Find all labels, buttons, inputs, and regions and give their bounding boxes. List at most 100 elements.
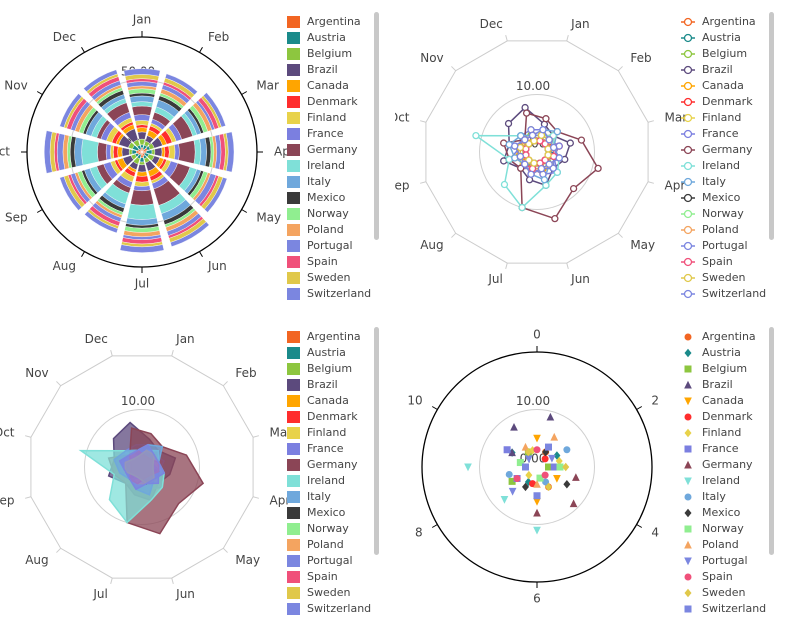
scrollbar[interactable] bbox=[374, 327, 379, 555]
legend-label: Spain bbox=[702, 255, 733, 268]
legend-marker bbox=[287, 272, 300, 284]
bar-segment bbox=[134, 120, 150, 126]
legend-item: Germany bbox=[684, 458, 753, 471]
legend-item: Portugal bbox=[684, 554, 748, 567]
bar-segment bbox=[164, 73, 198, 96]
legend-label: Canada bbox=[307, 79, 349, 92]
angle-tick-label: Jan bbox=[132, 13, 152, 27]
angle-tick-label: Dec bbox=[85, 332, 108, 346]
legend-item: Spain bbox=[287, 255, 338, 268]
scrollbar[interactable] bbox=[374, 12, 379, 240]
marker bbox=[541, 471, 549, 479]
bar-segment bbox=[174, 143, 180, 161]
legend-item: Denmark bbox=[287, 95, 358, 108]
angle-tick-label: Jul bbox=[487, 272, 502, 286]
marker bbox=[533, 526, 541, 535]
bar-segment bbox=[137, 131, 147, 140]
angle-tick-label: Sep bbox=[0, 494, 14, 508]
angle-tick bbox=[419, 181, 427, 184]
marker bbox=[508, 487, 517, 496]
scrollbar[interactable] bbox=[769, 12, 774, 240]
legend-item: Portugal bbox=[681, 239, 748, 252]
legend-label: Belgium bbox=[702, 362, 747, 375]
marker bbox=[563, 446, 571, 454]
legend-marker bbox=[287, 571, 300, 583]
polar-chart: JanFebMarAprMayJunJulAugSepOctNovDec0.00… bbox=[0, 327, 379, 615]
angle-tick bbox=[36, 91, 43, 95]
angle-tick-label: 2 bbox=[651, 394, 659, 408]
bar-segment bbox=[154, 147, 163, 157]
angle-tick bbox=[36, 209, 43, 213]
legend-marker bbox=[287, 475, 300, 487]
legend-label: Sweden bbox=[307, 586, 350, 599]
angle-axis bbox=[421, 351, 653, 583]
legend-item: Brazil bbox=[287, 63, 338, 76]
legend-label: Brazil bbox=[307, 378, 338, 391]
marker bbox=[546, 412, 555, 421]
legend-item: France bbox=[287, 442, 344, 455]
legend-label: Canada bbox=[702, 79, 744, 92]
legend-item: Ireland bbox=[287, 159, 345, 172]
legend-marker bbox=[287, 395, 300, 407]
legend-marker bbox=[683, 113, 693, 123]
legend-marker bbox=[287, 331, 300, 343]
bar-segment bbox=[178, 140, 196, 164]
legend-marker bbox=[287, 587, 300, 599]
angle-tick bbox=[56, 547, 62, 553]
scrollbar[interactable] bbox=[769, 327, 774, 555]
legend-label: Denmark bbox=[307, 410, 358, 423]
legend-item: Finland bbox=[681, 111, 741, 124]
legend-item: France bbox=[681, 127, 739, 140]
angle-tick bbox=[431, 524, 438, 528]
point bbox=[577, 136, 586, 144]
legend-marker bbox=[287, 192, 300, 204]
legend-marker bbox=[683, 241, 693, 251]
legend-label: Portugal bbox=[702, 554, 748, 567]
angle-tick bbox=[451, 232, 457, 238]
bar-segment bbox=[84, 210, 119, 234]
legend-label: Ireland bbox=[307, 474, 345, 487]
bar-segment bbox=[204, 177, 228, 213]
angle-tick-label: 0 bbox=[533, 328, 541, 342]
angle-tick-label: Nov bbox=[25, 366, 48, 380]
legend-label: Brazil bbox=[702, 378, 733, 391]
marker bbox=[521, 442, 530, 451]
marker bbox=[505, 470, 513, 478]
angle-tick bbox=[636, 524, 643, 528]
legend-item: Norway bbox=[684, 522, 744, 535]
marker bbox=[508, 477, 516, 485]
bar-segment bbox=[59, 176, 82, 211]
legend-label: Italy bbox=[702, 175, 726, 188]
legend-item: Spain bbox=[684, 570, 733, 583]
legend-label: Norway bbox=[307, 207, 349, 220]
legend-item: Spain bbox=[287, 570, 338, 583]
legend-item: Sweden bbox=[287, 271, 350, 284]
angle-tick-label: 4 bbox=[651, 526, 659, 540]
legend-label: Germany bbox=[702, 458, 753, 471]
marker bbox=[536, 474, 544, 482]
marker bbox=[545, 482, 552, 492]
angle-tick-label: Feb bbox=[208, 30, 229, 44]
legend-marker bbox=[287, 48, 300, 60]
bar-segment bbox=[225, 131, 235, 173]
legend-label: Germany bbox=[307, 143, 358, 156]
legend-marker bbox=[683, 177, 693, 187]
angle-tick bbox=[505, 34, 508, 42]
bar-segment bbox=[81, 138, 99, 166]
legend-item: Austria bbox=[287, 31, 346, 44]
legend-label: France bbox=[702, 127, 739, 140]
angle-tick-label: 6 bbox=[533, 592, 541, 606]
legend-marker bbox=[287, 411, 300, 423]
marker bbox=[684, 348, 692, 358]
legend-item: Denmark bbox=[287, 410, 358, 423]
legend-label: Portugal bbox=[307, 239, 353, 252]
legend: Argentina Austria Belgium Brazil Canada Denma… bbox=[287, 15, 371, 300]
legend-label: Norway bbox=[307, 522, 349, 535]
legend-label: Finland bbox=[307, 111, 346, 124]
angle-tick bbox=[24, 435, 32, 438]
legend-item: Austria bbox=[684, 346, 741, 359]
legend-item: Italy bbox=[684, 490, 726, 503]
legend-marker bbox=[287, 80, 300, 92]
legend-item: Mexico bbox=[681, 191, 741, 204]
legend-label: Argentina bbox=[702, 330, 756, 343]
